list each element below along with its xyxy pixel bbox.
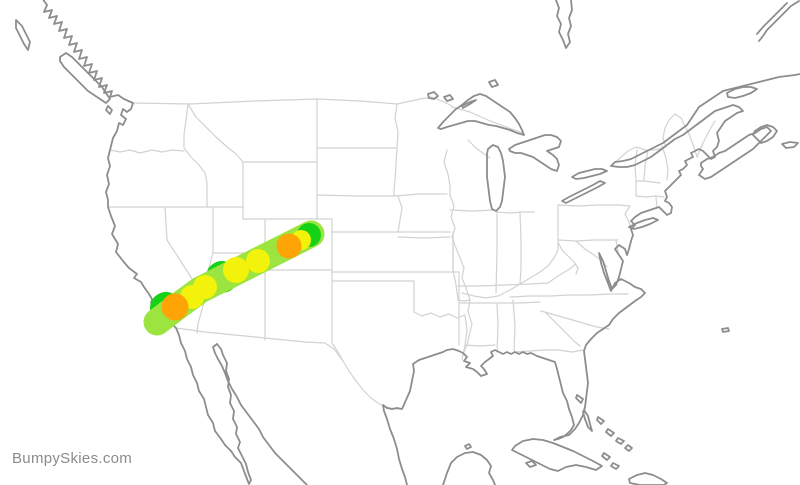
- yucatan: [442, 451, 496, 485]
- cuba: [511, 438, 603, 472]
- turbulence-marker-moderate: [246, 249, 270, 273]
- lake-erie: [561, 180, 606, 204]
- turbulence-marker-moderate: [223, 257, 249, 283]
- turbulence-marker-severe: [276, 233, 302, 259]
- state-borders: [107, 96, 716, 410]
- coastlines: [15, 0, 800, 485]
- bumpyskies-watermark: BumpySkies.com: [12, 450, 133, 467]
- lake-michigan: [486, 144, 506, 212]
- long-island: [628, 217, 659, 230]
- lake-huron: [508, 134, 562, 172]
- anticosti-island: [726, 86, 758, 99]
- bermuda: [721, 327, 730, 333]
- turbulence-route: [143, 220, 325, 336]
- lake-ontario: [571, 168, 608, 180]
- turbulence-marker-moderate: [193, 275, 217, 299]
- vancouver-island: [59, 52, 111, 104]
- lake-superior: [437, 93, 525, 136]
- gulf-atlantic-coast: [382, 73, 800, 485]
- turbulence-marker-severe: [161, 293, 189, 321]
- nova-scotia: [698, 126, 772, 180]
